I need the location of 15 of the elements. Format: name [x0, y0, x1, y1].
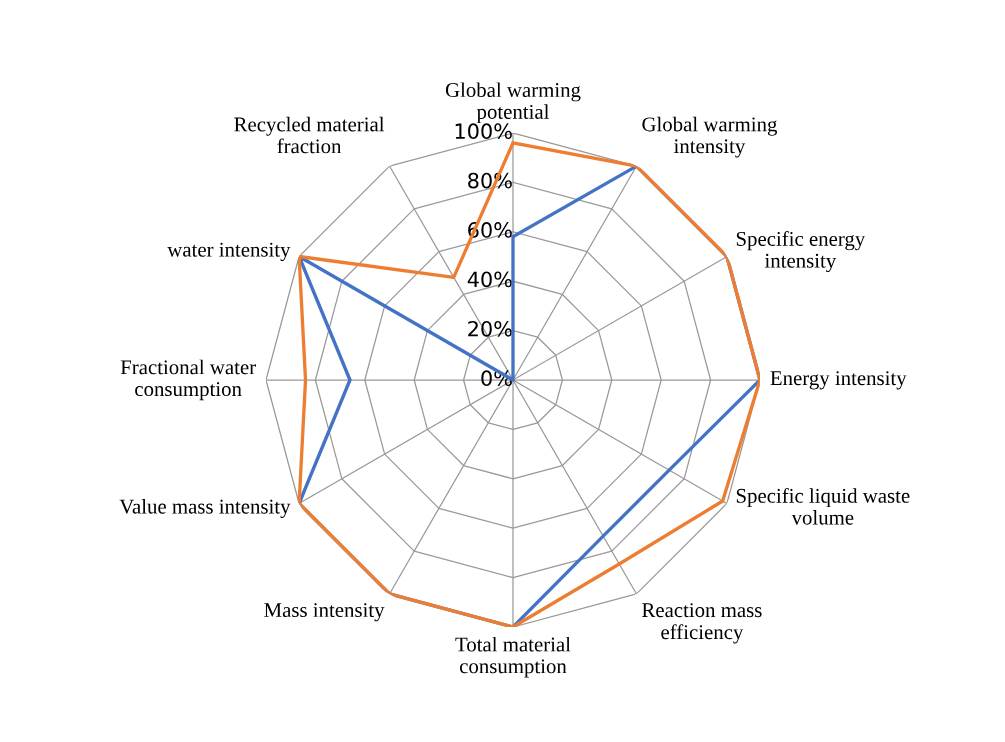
- y-tick-label: 20%: [468, 320, 512, 337]
- spoke-label: Energy intensity: [770, 371, 907, 390]
- y-tick-label: 100%: [455, 123, 512, 140]
- spoke-label: Global warming intensity: [642, 116, 778, 158]
- spoke-label: Recycled material fraction: [234, 116, 385, 154]
- spoke-label: Reaction mass efficiency: [642, 603, 762, 644]
- spoke-label: Value mass intensity: [119, 498, 291, 518]
- spoke-label: Fractional water consumption: [120, 359, 256, 401]
- y-tick-label: 40%: [467, 271, 512, 288]
- spoke-label: Global warming potential: [445, 82, 581, 124]
- spoke-label: Specific liquid waste volume: [736, 488, 910, 525]
- spoke-label: Mass intensity: [264, 603, 385, 622]
- spoke-label: water intensity: [167, 242, 291, 262]
- spoke-label: Specific energy intensity: [736, 231, 866, 273]
- spoke-label: Total material consumption: [455, 636, 571, 678]
